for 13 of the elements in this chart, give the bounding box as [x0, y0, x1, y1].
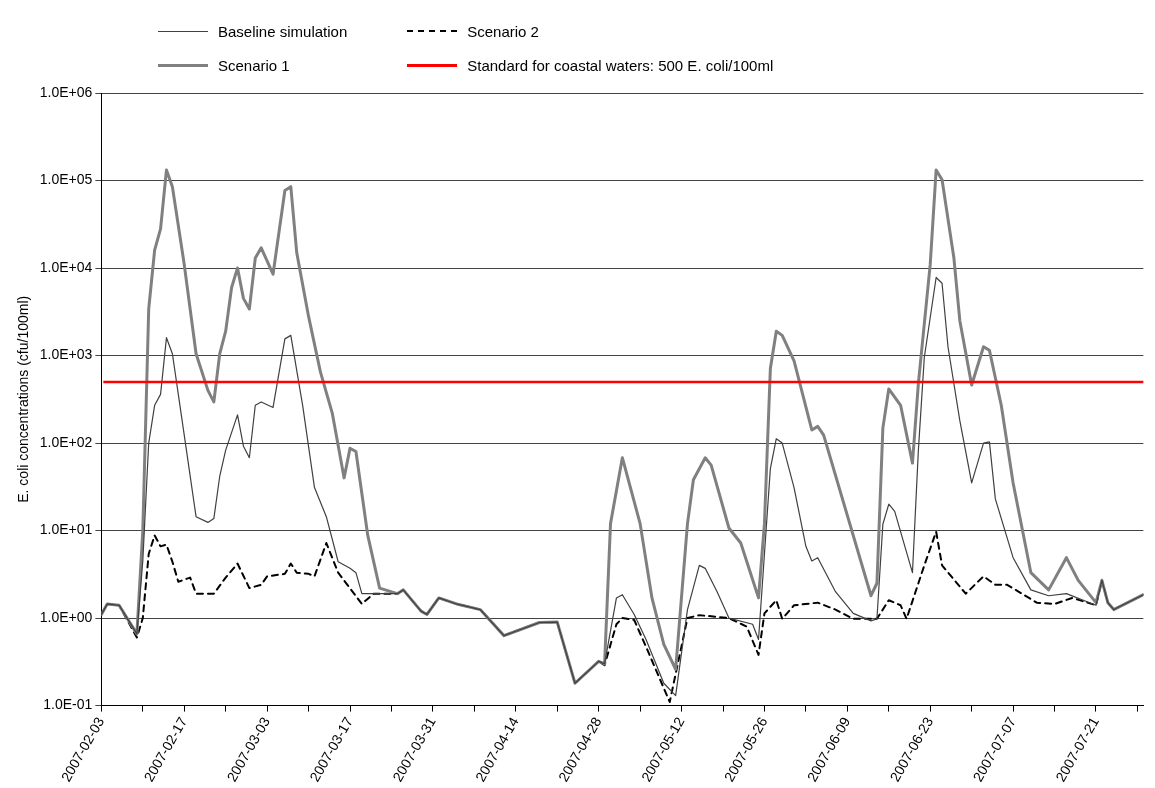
y-tick-label: 1.0E-01 — [43, 696, 93, 713]
legend-label: Baseline simulation — [218, 22, 348, 40]
legend-label: Scenario 2 — [467, 22, 539, 40]
y-tick-label: 1.0E+04 — [39, 258, 93, 275]
legend-label: Standard for coastal waters: 500 E. coli/100ml — [467, 56, 774, 74]
y-tick-label: 1.0E+05 — [39, 171, 93, 188]
y-axis-title: E. coli concentrations (cfu/100ml) — [15, 295, 32, 503]
y-tick-label: 1.0E+01 — [39, 521, 93, 538]
legend-label: Scenario 1 — [218, 56, 290, 74]
y-tick-label: 1.0E+00 — [39, 608, 93, 625]
y-tick-label: 1.0E+06 — [39, 83, 93, 100]
y-tick-label: 1.0E+02 — [39, 433, 93, 450]
y-tick-label: 1.0E+03 — [39, 346, 93, 363]
